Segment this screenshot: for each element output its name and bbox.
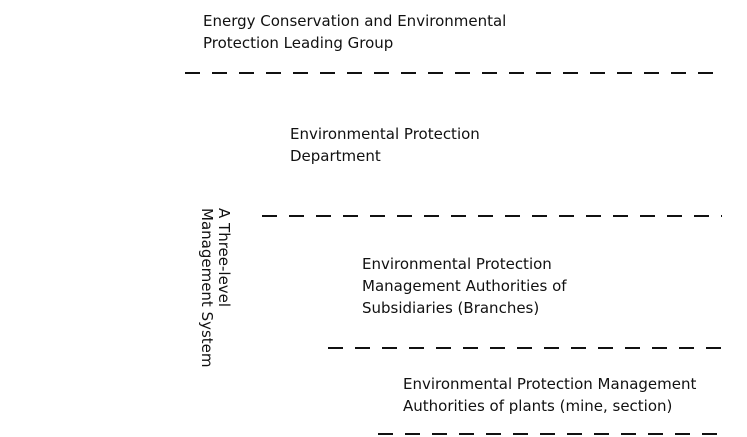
level-label: Management Level [23, 145, 167, 163]
level-label: Execution Level [31, 275, 149, 293]
system-box [170, 205, 232, 377]
level-description: Environmental Protection Management Auth… [403, 375, 697, 415]
level-description: Environmental Protection Management Auth… [362, 255, 567, 317]
level-label: Decision-making Level [60, 6, 130, 70]
system-label: A Three-level Management System [198, 208, 233, 368]
level-description: Environmental Protection Department [290, 125, 480, 165]
level-label: Operation Level [35, 386, 155, 404]
level-description: Energy Conservation and Environmental Pr… [203, 12, 507, 52]
